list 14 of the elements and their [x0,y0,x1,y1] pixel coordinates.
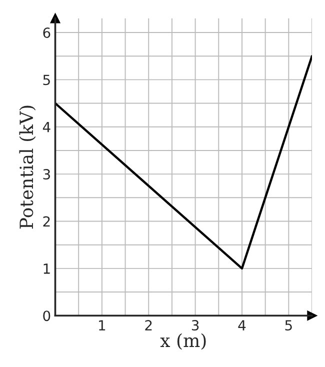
x-tick-label: 5 [285,320,292,331]
y-tick-label: 1 [44,264,50,274]
y-tick-label: 4 [42,122,50,132]
y-tick-label: 0 [43,310,50,322]
x-axis-title: x (m) [160,333,206,350]
y-tick-label: 3 [43,169,50,180]
x-tick-label: 1 [99,320,106,330]
y-tick-label: 5 [43,74,50,86]
x-tick-label: 3 [192,320,199,331]
x-tick-label: 4 [238,320,246,330]
x-tick-label: 2 [145,320,152,330]
y-tick-label: 2 [43,216,50,227]
y-tick-label: 6 [43,27,50,38]
y-axis-title: Potential (kV) [19,106,36,229]
